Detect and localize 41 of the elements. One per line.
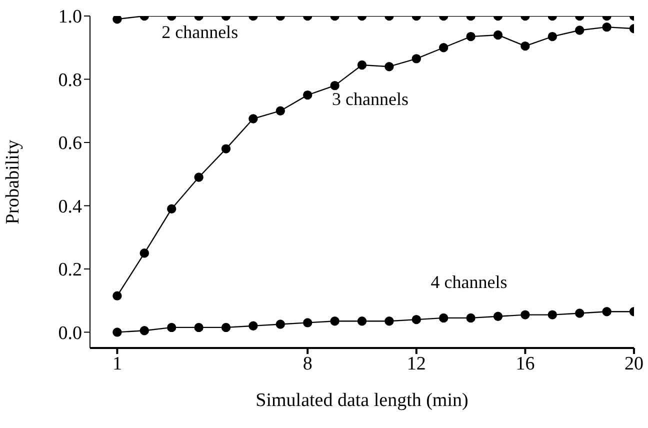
point: [466, 313, 476, 323]
point: [548, 310, 557, 320]
y-tick-label: 0.2: [58, 260, 82, 281]
point: [303, 318, 312, 328]
point: [221, 144, 231, 154]
y-tick-label: 0.4: [58, 196, 82, 218]
point: [493, 312, 503, 321]
point: [439, 313, 448, 323]
point: [248, 321, 258, 330]
point: [167, 322, 176, 332]
point: [112, 291, 122, 300]
y-tick-label: 0.8: [58, 70, 82, 91]
point: [194, 322, 204, 332]
y-axis-title: Probability: [2, 139, 24, 224]
y-tick-label: 0.6: [58, 133, 82, 154]
point: [602, 307, 612, 316]
point: [384, 316, 394, 326]
x-tick-label: 1: [112, 353, 122, 374]
x-tick-label: 16: [516, 353, 535, 374]
point: [276, 320, 285, 329]
point: [330, 316, 340, 326]
x-axis-title: Simulated data length (min): [256, 390, 468, 411]
point: [221, 322, 231, 332]
x-tick-label: 12: [406, 353, 426, 374]
point: [520, 310, 530, 320]
series-label: 3 channels: [332, 89, 408, 110]
series-label: 2 channels: [162, 22, 238, 42]
point: [112, 328, 122, 337]
point: [140, 326, 149, 336]
point: [194, 172, 204, 182]
point: [167, 204, 176, 214]
point: [357, 316, 367, 326]
point: [412, 314, 421, 324]
x-tick-label: 20: [624, 353, 644, 374]
point: [575, 308, 584, 318]
point: [140, 248, 149, 258]
x-tick-label: 8: [302, 353, 312, 374]
point: [112, 16, 122, 24]
y-tick-label: 0.0: [58, 322, 82, 344]
y-tick-label: 1.0: [58, 6, 82, 28]
series-label: 4 channels: [430, 272, 508, 292]
